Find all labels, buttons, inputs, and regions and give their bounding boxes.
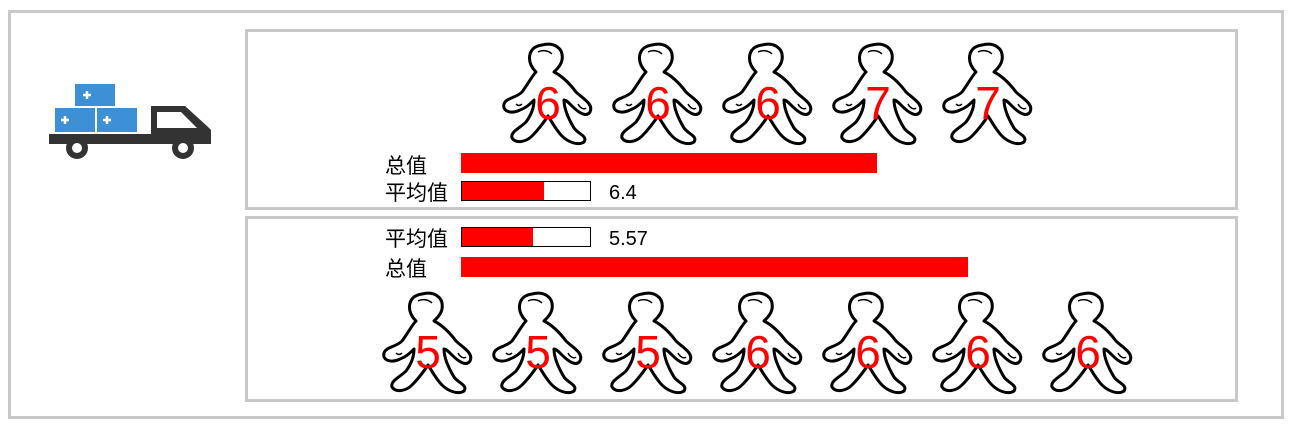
average-value: 5.57	[609, 228, 648, 250]
figure-value: 6	[745, 326, 771, 378]
person-figure-2: 6	[608, 42, 708, 146]
figure-value: 6	[645, 77, 671, 129]
person-figure-6: 6	[928, 291, 1028, 395]
total-label: 总值	[385, 154, 427, 178]
figure-value: 6	[535, 77, 561, 129]
average-label: 平均值	[385, 181, 448, 205]
figure-value: 5	[635, 326, 661, 378]
person-figure-1: 6	[498, 42, 598, 146]
average-bar-fill	[462, 182, 544, 200]
figure-value: 5	[415, 326, 441, 378]
person-figure-5: 6	[818, 291, 918, 395]
person-figure-1: 5	[378, 291, 478, 395]
figure-value: 7	[975, 77, 1001, 129]
walking-person-icon	[1042, 291, 1133, 395]
walking-person-icon	[932, 291, 1023, 395]
walking-person-icon	[382, 291, 473, 395]
average-label: 平均值	[385, 227, 448, 251]
walking-person-icon	[602, 291, 693, 395]
walking-person-icon	[832, 42, 923, 146]
total-label: 总值	[385, 257, 427, 281]
person-figure-5: 7	[938, 42, 1038, 146]
figure-value: 6	[755, 77, 781, 129]
group-panel-1: 总值 平均值 6.4 6 6 6	[245, 29, 1238, 210]
delivery-truck-icon	[49, 84, 211, 159]
figure-value: 6	[855, 326, 881, 378]
person-figure-2: 5	[488, 291, 588, 395]
figure-value: 7	[865, 77, 891, 129]
person-figure-3: 5	[598, 291, 698, 395]
figure-value: 5	[525, 326, 551, 378]
walking-person-icon	[492, 291, 583, 395]
group-panel-2: 平均值 5.57 总值 5 5 5	[245, 216, 1238, 402]
total-bar	[461, 257, 968, 277]
person-figure-7: 6	[1038, 291, 1138, 395]
person-figure-4: 7	[828, 42, 928, 146]
average-value: 6.4	[609, 182, 637, 204]
total-bar	[461, 153, 877, 173]
figure-value: 6	[965, 326, 991, 378]
average-bar-track	[461, 181, 591, 201]
walking-person-icon	[722, 42, 813, 146]
average-bar-fill	[462, 228, 534, 246]
figure-value: 6	[1075, 326, 1101, 378]
walking-person-icon	[612, 42, 703, 146]
person-figure-3: 6	[718, 42, 818, 146]
walking-person-icon	[942, 42, 1033, 146]
walking-person-icon	[502, 42, 593, 146]
person-figure-4: 6	[708, 291, 808, 395]
walking-person-icon	[822, 291, 913, 395]
walking-person-icon	[712, 291, 803, 395]
average-bar-track	[461, 227, 591, 247]
